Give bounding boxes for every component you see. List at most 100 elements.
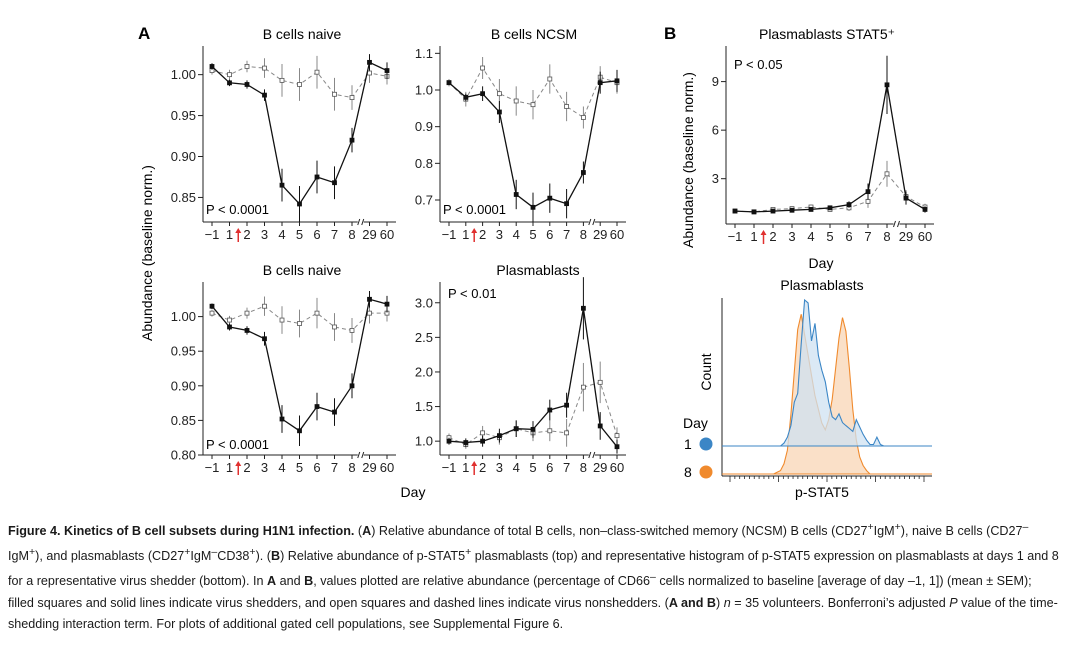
data-point-shedders xyxy=(227,80,232,86)
data-point-shedders xyxy=(922,207,928,212)
legend-label-day-1: 1 xyxy=(684,436,692,452)
data-point-shedders xyxy=(496,433,502,439)
data-point-shedders xyxy=(530,204,536,210)
x-tick-label: 4 xyxy=(513,460,520,475)
x-tick-label: 1 xyxy=(462,460,469,475)
caption-text: and xyxy=(276,574,305,589)
axis-break-mark xyxy=(357,451,361,459)
data-point-shedders xyxy=(597,80,603,86)
x-tick-label: 60 xyxy=(380,460,394,475)
p-value-label: P < 0.0001 xyxy=(206,202,269,217)
data-point-shedders xyxy=(384,68,390,73)
chart-title: Plasmablasts xyxy=(780,277,863,293)
axis-break-gap xyxy=(357,219,364,225)
caption-italic: P xyxy=(949,595,958,610)
data-point-shedders xyxy=(614,78,620,84)
plot-area: 0.7 0.8 0.9 1.0 1.1 −1 1 2 3 4 5 6 7 8 29 60 xyxy=(415,46,626,242)
chart-title: B cells naive xyxy=(263,262,342,278)
legend-swatch-day-1 xyxy=(699,437,713,451)
caption-label: Figure 4. Kinetics of B cell subsets dur… xyxy=(8,524,355,539)
data-point-shedders xyxy=(367,296,372,302)
caption-text: ), and plasmablasts (CD27 xyxy=(35,549,185,564)
caption-text: ) xyxy=(716,595,724,610)
y-tick-label: 6 xyxy=(712,123,719,138)
panel-b-letter: B xyxy=(664,24,676,43)
caption-text: IgM xyxy=(8,549,29,564)
x-tick-label: 5 xyxy=(826,229,833,244)
x-tick-label: 29 xyxy=(362,227,376,242)
x-tick-label: 29 xyxy=(899,229,913,244)
x-tick-label: 7 xyxy=(331,227,338,242)
x-tick-label: 3 xyxy=(261,460,268,475)
x-tick-label: 2 xyxy=(243,227,250,242)
caption-sup: + xyxy=(184,546,191,559)
data-point-shedders xyxy=(279,182,285,188)
data-point-nonshedders xyxy=(227,317,232,323)
x-tick-label: 2 xyxy=(479,460,486,475)
data-point-nonshedders xyxy=(279,77,285,83)
x-tick-label: 3 xyxy=(496,227,503,242)
caption-ref: B xyxy=(270,549,281,564)
data-point-nonshedders xyxy=(262,65,267,71)
y-tick-label: 0.7 xyxy=(415,193,433,208)
y-tick-label: 1.5 xyxy=(415,399,433,414)
x-tick-label: −1 xyxy=(205,227,220,242)
caption-ref: B xyxy=(304,574,314,589)
data-point-nonshedders xyxy=(480,65,486,71)
data-point-shedders xyxy=(581,305,586,311)
plot-area: 1.0 1.5 2.0 2.5 3.0 −1 1 2 3 4 5 6 7 8 29 60 xyxy=(415,277,626,475)
data-point-shedders xyxy=(367,59,372,65)
x-tick-label: 60 xyxy=(610,227,624,242)
data-point-nonshedders xyxy=(884,171,890,177)
x-tick-label: 2 xyxy=(769,229,776,244)
series-line-nonshedders xyxy=(734,172,926,213)
data-point-shedders xyxy=(314,404,320,409)
data-point-shedders xyxy=(446,80,452,86)
data-point-nonshedders xyxy=(564,104,569,109)
series-line-nonshedders xyxy=(211,305,387,331)
x-tick-label: 1 xyxy=(226,460,233,475)
x-tick-label: 5 xyxy=(529,460,536,475)
legend-label-day-8: 8 xyxy=(684,464,692,480)
chart-title: B cells naive xyxy=(263,26,342,42)
data-point-shedders xyxy=(209,64,215,69)
p-value-label: P < 0.0001 xyxy=(206,437,269,452)
caption-text: plasmablasts (top) and representative hi… xyxy=(8,549,1059,589)
caption-text: ). ( xyxy=(255,549,271,564)
data-point-shedders xyxy=(547,195,553,201)
figure-4: A B Abundance (baseline norm.) Day Abund… xyxy=(138,24,934,500)
caption-text: cells normalized to baseline [average of… xyxy=(8,574,1032,610)
caption-text: , values plotted are relative abundance … xyxy=(313,574,650,589)
y-tick-label: 0.95 xyxy=(171,344,196,359)
x-tick-label: 7 xyxy=(331,460,338,475)
data-point-shedders xyxy=(496,109,502,115)
data-point-shedders xyxy=(865,189,871,195)
series-line-shedders xyxy=(734,84,926,213)
caption-ref: A xyxy=(362,524,372,539)
data-point-shedders xyxy=(903,195,909,201)
data-point-nonshedders xyxy=(244,310,250,316)
plot-area: 0.85 0.90 0.95 1.00 −1 1 2 3 4 5 6 7 8 29 60 xyxy=(171,46,396,242)
axis-break-gap xyxy=(893,221,900,227)
data-point-nonshedders xyxy=(297,82,302,87)
data-point-nonshedders xyxy=(367,70,372,76)
x-tick-label: 1 xyxy=(462,227,469,242)
data-point-shedders xyxy=(581,170,586,175)
chart-b-cells-naive-bottom: B cells naive 0.80 0.85 0.90 0.95 1.00 −1 1 2 3 4… xyxy=(171,262,396,475)
x-tick-label: 60 xyxy=(610,460,624,475)
x-tick-label: −1 xyxy=(442,227,457,242)
chart-plasmablasts: Plasmablasts 1.0 1.5 2.0 2.5 3.0 −1 1 2 3 4 5 6 7 8 29… xyxy=(415,262,626,475)
p-value-label: P < 0.05 xyxy=(734,57,783,72)
data-point-nonshedders xyxy=(262,303,267,309)
inoculation-arrow-head xyxy=(235,228,242,233)
data-point-nonshedders xyxy=(513,98,519,104)
inoculation-arrow-head xyxy=(471,461,478,466)
caption-sup: + xyxy=(867,521,874,533)
caption-sup: + xyxy=(894,521,901,533)
x-tick-label: 60 xyxy=(918,229,932,244)
axis-break-mark xyxy=(357,218,361,226)
axis-break-mark xyxy=(588,218,592,226)
x-tick-label: 6 xyxy=(546,227,553,242)
x-tick-label: −1 xyxy=(728,229,743,244)
data-point-nonshedders xyxy=(614,433,620,439)
